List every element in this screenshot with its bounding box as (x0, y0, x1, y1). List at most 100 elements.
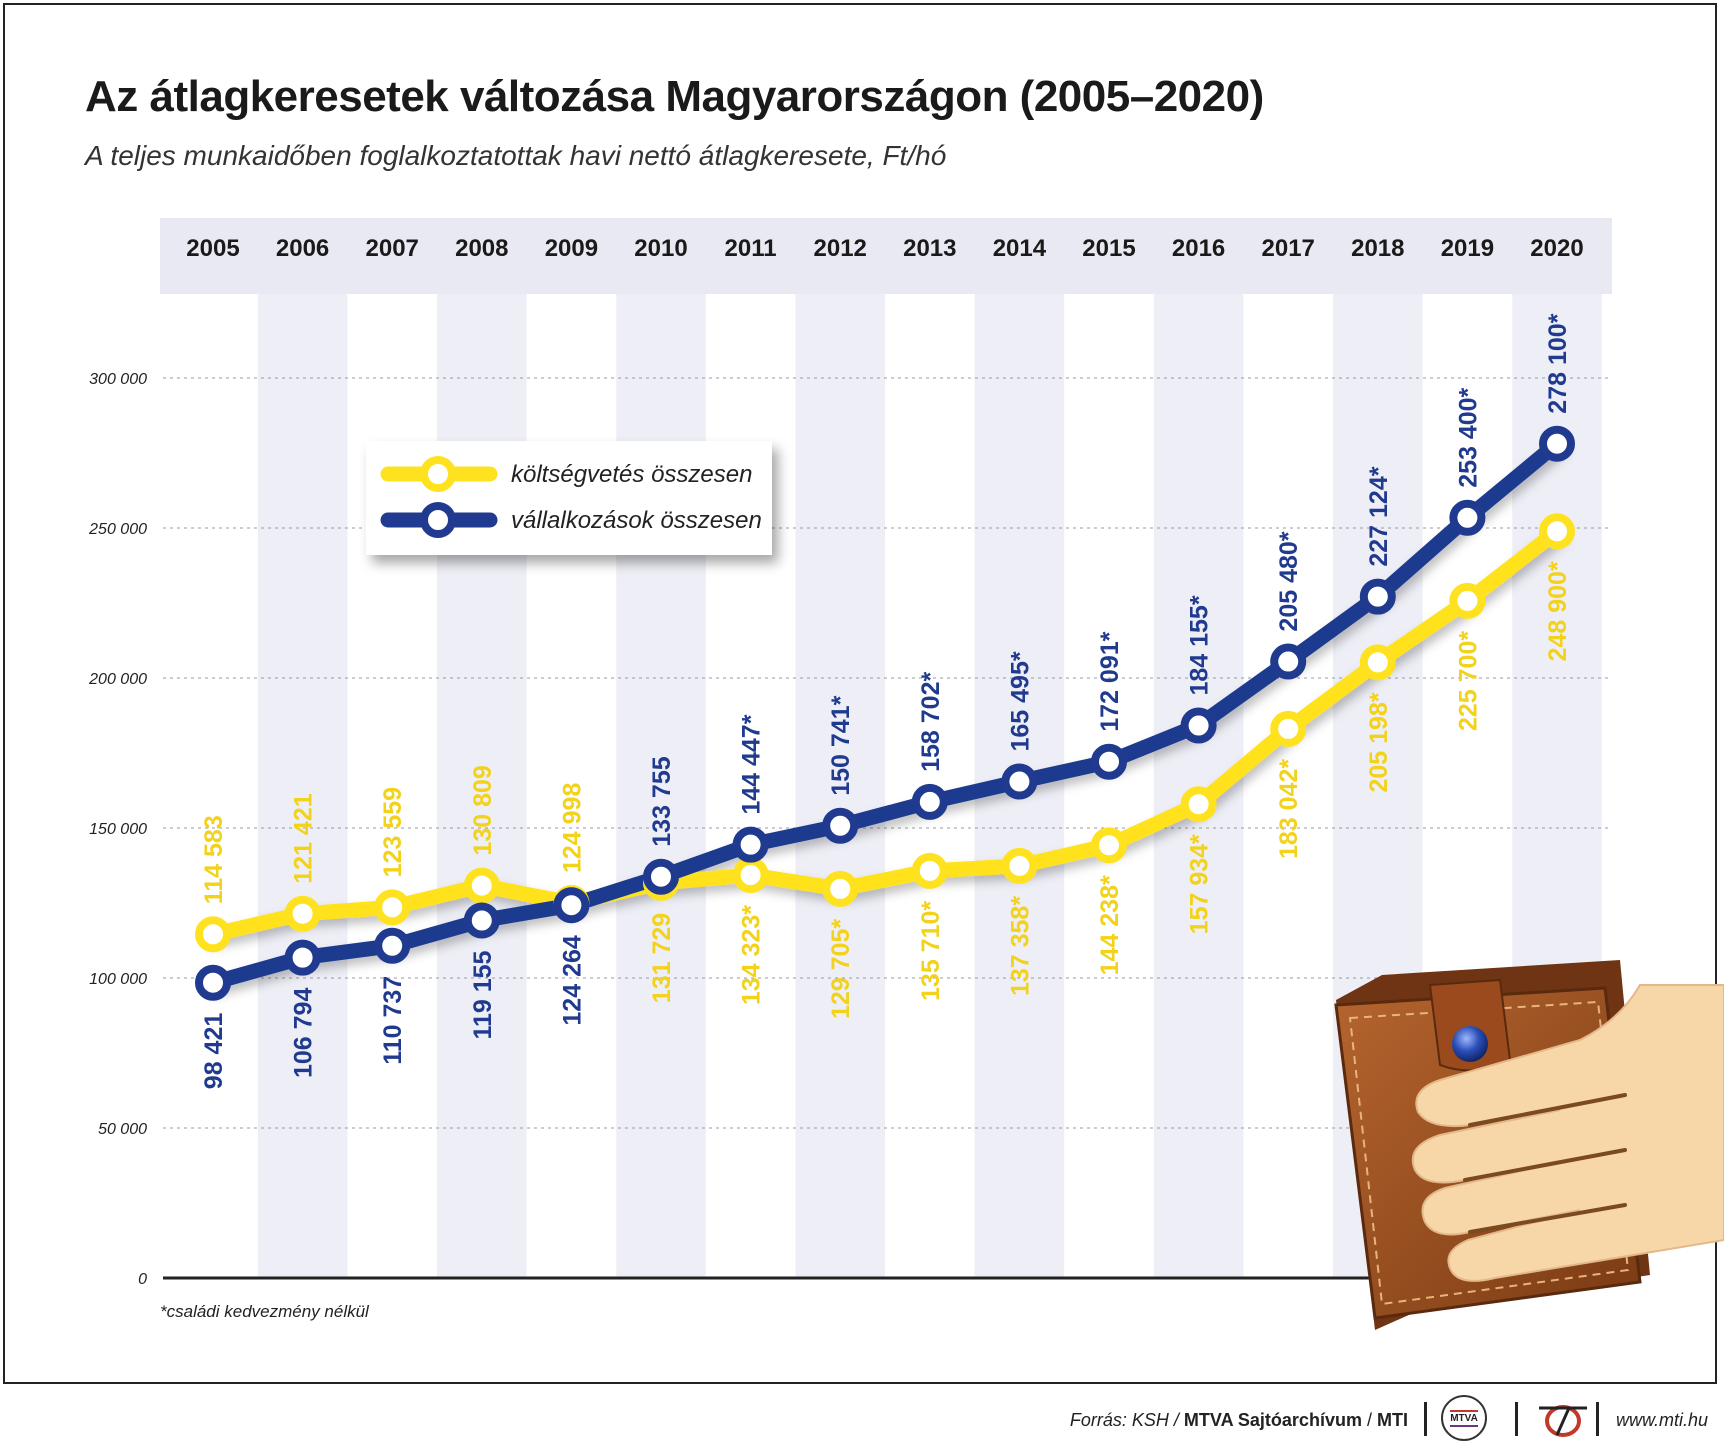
x-tick-label-2005: 2005 (186, 235, 239, 262)
mtva-logo-icon: MTVA (1441, 1395, 1487, 1441)
data-point-koltsegvetes-2013 (911, 852, 948, 889)
data-point-vallalkozasok-2016 (1180, 707, 1217, 744)
legend-marker-yellow (420, 456, 456, 492)
data-point-vallalkozasok-2017 (1270, 643, 1307, 680)
footer: Forrás: KSH / MTVA Sajtóarchívum / MTI M… (0, 1388, 1724, 1454)
data-point-koltsegvetes-2007 (374, 889, 411, 926)
data-point-koltsegvetes-2020 (1539, 513, 1575, 550)
data-label-vallalkozasok-2016: 184 155* (1186, 595, 1214, 695)
data-point-vallalkozasok-2011 (732, 826, 769, 863)
y-tick-label: 300 000 (89, 371, 147, 388)
x-tick-label-2015: 2015 (1082, 235, 1135, 262)
x-tick-label-2009: 2009 (545, 235, 598, 262)
data-point-vallalkozasok-2010 (643, 858, 679, 895)
data-label-vallalkozasok-2005: 98 421 (200, 1013, 228, 1090)
column-band-2006 (257, 294, 348, 1278)
data-point-vallalkozasok-2009 (553, 887, 590, 924)
y-tick-label: 100 000 (89, 971, 147, 988)
data-label-koltsegvetes-2014: 137 358* (1006, 896, 1034, 996)
data-point-vallalkozasok-2012 (822, 807, 859, 844)
website-link[interactable]: www.mti.hu (1615, 1410, 1708, 1430)
y-tick-label: 50 000 (98, 1121, 147, 1138)
chart-subtitle: A teljes munkaidőben foglalkoztatottak h… (85, 140, 947, 171)
footnote: *családi kedvezmény nélkül (160, 1302, 369, 1321)
legend-marker-blue (420, 502, 456, 538)
wallet-in-hand-illustration (1334, 960, 1724, 1330)
x-tick-label-2020: 2020 (1530, 235, 1583, 262)
data-point-vallalkozasok-2013 (911, 783, 948, 820)
data-point-vallalkozasok-2005 (195, 964, 231, 1001)
series-lines (205, 436, 1565, 991)
hand (1411, 984, 1724, 1282)
data-point-koltsegvetes-2015 (1091, 827, 1127, 864)
footer-divider (1515, 1402, 1518, 1436)
data-label-koltsegvetes-2013: 135 710* (917, 901, 945, 1001)
data-labels: 114 583 121 421 123 559 130 809 124 998 131 7… (200, 313, 1572, 1089)
source-credit: Forrás: KSH / MTVA Sajtóarchívum / MTI (1070, 1410, 1408, 1431)
source-prefix: Forrás: KSH / (1069, 1410, 1179, 1430)
y-axis-ticks: 0 50 000 100 000 150 000 200 000 250 000 300 0… (88, 371, 147, 1288)
data-point-koltsegvetes-2016 (1180, 786, 1217, 823)
data-point-koltsegvetes-2006 (284, 895, 321, 932)
x-tick-label-2013: 2013 (903, 235, 956, 262)
data-point-vallalkozasok-2007 (374, 927, 411, 964)
data-point-vallalkozasok-2020 (1539, 425, 1575, 462)
data-label-koltsegvetes-2020: 248 900* (1544, 561, 1572, 661)
data-label-koltsegvetes-2018: 205 198* (1365, 692, 1393, 792)
data-label-vallalkozasok-2009: 124 264 (558, 935, 586, 1025)
wallet-stitch (1348, 1000, 1630, 1306)
hand-crease-1 (1468, 1093, 1627, 1127)
data-label-koltsegvetes-2005: 114 583 (200, 815, 228, 904)
data-label-vallalkozasok-2014: 165 495* (1006, 651, 1034, 751)
footer-divider (1424, 1402, 1427, 1436)
data-point-vallalkozasok-2014 (1001, 763, 1038, 800)
data-label-vallalkozasok-2007: 110 737 (379, 976, 407, 1065)
data-point-koltsegvetes-2018 (1359, 644, 1396, 681)
data-point-vallalkozasok-2015 (1091, 743, 1127, 780)
x-axis-labels: 2005 2006 2007 2008 2009 2010 2011 2012 2013 2014… (186, 235, 1583, 262)
x-tick-label-2017: 2017 (1262, 235, 1315, 262)
series-points (195, 425, 1575, 1001)
source-archive: MTVA Sajtóarchívum (1183, 1410, 1362, 1430)
mti-logo-icon (1539, 1405, 1587, 1437)
column-band-2012 (795, 294, 885, 1278)
data-label-vallalkozasok-2019: 253 400* (1454, 387, 1482, 487)
data-label-vallalkozasok-2018: 227 124* (1365, 466, 1393, 566)
wallet-button (1452, 1026, 1488, 1062)
data-label-vallalkozasok-2008: 119 155 (469, 950, 497, 1039)
hand-crease-3 (1468, 1203, 1627, 1234)
y-tick-label: 250 000 (88, 521, 147, 538)
data-label-koltsegvetes-2016: 157 934* (1186, 834, 1214, 934)
data-point-koltsegvetes-2014 (1001, 847, 1038, 884)
hand-crease-2 (1463, 1148, 1627, 1182)
legend-box (366, 441, 772, 555)
x-tick-label-2014: 2014 (993, 235, 1047, 262)
data-point-koltsegvetes-2019 (1449, 582, 1486, 619)
source-separator: / (1366, 1410, 1372, 1430)
data-label-vallalkozasok-2017: 205 480* (1275, 531, 1303, 631)
legend: költségvetés összesen vállalkozások össz… (366, 441, 772, 555)
data-label-koltsegvetes-2017: 183 042* (1275, 759, 1303, 859)
x-tick-label-2007: 2007 (366, 235, 419, 262)
data-label-koltsegvetes-2006: 121 421 (290, 793, 318, 883)
data-point-koltsegvetes-2012 (822, 870, 859, 907)
data-point-koltsegvetes-2005 (195, 916, 231, 953)
legend-label-vallalkozasok: vállalkozások összesen (511, 507, 762, 534)
x-tick-label-2018: 2018 (1351, 235, 1404, 262)
series-line-vallalkozasok (205, 436, 1565, 991)
data-point-koltsegvetes-2008 (463, 867, 500, 904)
data-point-vallalkozasok-2019 (1449, 499, 1486, 536)
data-label-koltsegvetes-2007: 123 559 (379, 787, 407, 877)
series-line-koltsegvetes (205, 523, 1565, 942)
legend-label-koltsegvetes: költségvetés összesen (511, 461, 752, 488)
data-point-vallalkozasok-2006 (284, 939, 321, 976)
x-tick-label-2016: 2016 (1172, 235, 1225, 262)
y-tick-label: 0 (138, 1271, 147, 1288)
data-label-vallalkozasok-2011: 144 447* (738, 714, 766, 814)
data-point-vallalkozasok-2018 (1359, 578, 1396, 615)
data-label-koltsegvetes-2010: 131 729 (648, 913, 676, 1003)
data-label-koltsegvetes-2009: 124 998 (558, 783, 586, 873)
x-tick-label-2019: 2019 (1441, 235, 1494, 262)
data-point-koltsegvetes-2017 (1270, 710, 1307, 747)
